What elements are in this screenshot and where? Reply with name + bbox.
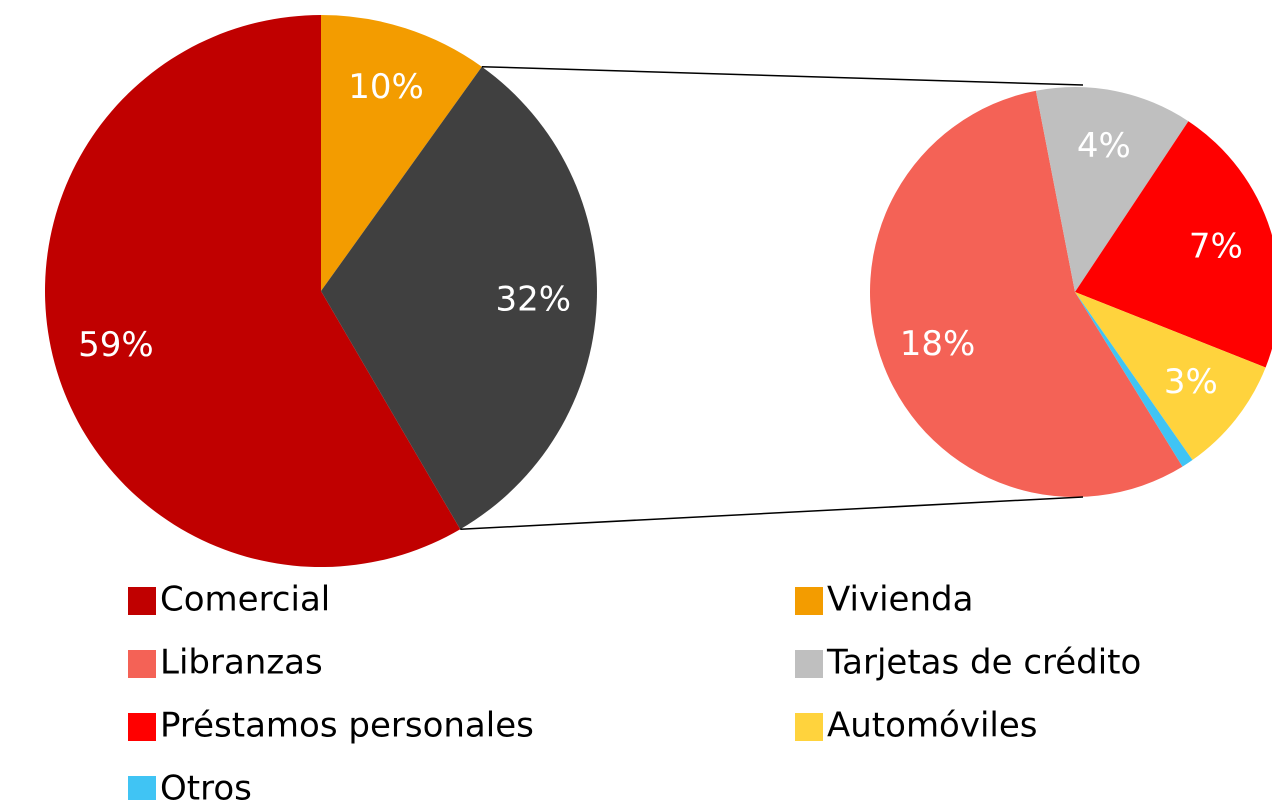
data-label: 32% — [495, 279, 571, 319]
legend-label: Comercial — [160, 580, 330, 620]
data-label: 18% — [900, 324, 976, 364]
pie-slice — [44, 15, 461, 567]
data-label: 59% — [78, 325, 154, 365]
pie-slice — [1075, 292, 1266, 461]
data-label: 7% — [1189, 226, 1243, 266]
legend-swatch — [128, 587, 156, 615]
legend-label: Vivienda — [827, 580, 973, 620]
legend-swatch — [128, 776, 156, 800]
legend-label: Préstamos personales — [160, 706, 534, 746]
legend-label: Tarjetas de crédito — [826, 643, 1141, 683]
pie-slice — [321, 15, 482, 291]
legend-swatch — [795, 650, 823, 678]
legend-swatch — [795, 587, 823, 615]
connector — [481, 65, 1084, 86]
data-label: 10% — [348, 67, 424, 107]
data-label: 3% — [1164, 362, 1218, 402]
pie-slice — [870, 90, 1183, 498]
pie-slice — [1035, 87, 1189, 292]
data-label: 4% — [1077, 126, 1131, 166]
connector — [460, 496, 1084, 531]
legend-swatch — [128, 650, 156, 678]
pie-slice — [1075, 292, 1193, 467]
legend-label: Automóviles — [827, 706, 1038, 746]
pie-slice — [1075, 121, 1272, 368]
legend-label: Libranzas — [160, 643, 323, 683]
legend-label: Otros — [160, 769, 252, 800]
pie-slice — [321, 66, 597, 530]
legend-swatch — [795, 713, 823, 741]
legend-swatch — [128, 713, 156, 741]
